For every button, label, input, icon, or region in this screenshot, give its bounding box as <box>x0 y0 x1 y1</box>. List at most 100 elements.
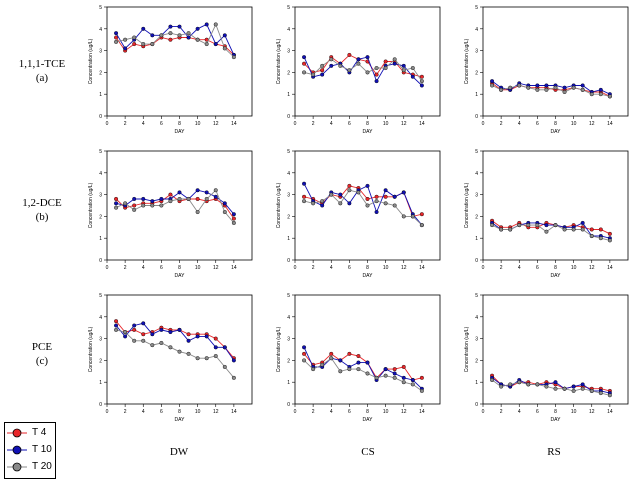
x-tick-label: 0 <box>482 265 485 271</box>
legend-item-t10: T 10 <box>5 442 55 458</box>
x-tick-label: 0 <box>294 121 297 127</box>
data-point-t4 <box>374 72 379 77</box>
data-point-t20 <box>150 203 155 208</box>
data-point-t20 <box>356 61 361 66</box>
y-tick-label: 0 <box>287 114 290 120</box>
data-point-t10 <box>195 188 200 193</box>
row-label-pce: PCE (c) <box>0 340 84 368</box>
data-point-t4 <box>347 183 352 188</box>
data-point-t10 <box>213 345 218 350</box>
data-point-t20 <box>544 384 549 389</box>
data-point-t20 <box>168 345 173 350</box>
data-point-t4 <box>383 59 388 64</box>
x-tick-label: 12 <box>589 409 595 415</box>
data-point-t20 <box>580 386 585 391</box>
x-tick-label: 4 <box>142 409 145 415</box>
legend-label-t10: T 10 <box>32 444 52 455</box>
x-tick-label: 0 <box>106 265 109 271</box>
y-tick-label: 3 <box>99 193 102 199</box>
x-tick-label: 4 <box>330 265 333 271</box>
data-point-t20 <box>186 196 191 201</box>
x-tick-label: 2 <box>500 265 503 271</box>
data-point-t10 <box>132 196 137 201</box>
data-point-t20 <box>526 382 531 387</box>
data-point-t20 <box>114 205 119 210</box>
x-tick-label: 8 <box>366 265 369 271</box>
x-tick-label: 14 <box>607 265 613 271</box>
data-point-t10 <box>365 360 370 365</box>
data-point-t10 <box>338 358 343 363</box>
data-point-t20 <box>141 203 146 208</box>
x-tick-label: 4 <box>518 409 521 415</box>
data-point-t4 <box>302 351 307 356</box>
data-point-t20 <box>114 39 119 44</box>
data-point-t20 <box>374 375 379 380</box>
x-tick-label: 6 <box>536 121 539 127</box>
data-point-t20 <box>123 201 128 206</box>
row-label-dce-tag: (b) <box>35 211 49 223</box>
x-axis-label: DAY <box>363 417 374 423</box>
y-tick-label: 4 <box>287 27 290 33</box>
x-tick-label: 4 <box>142 121 145 127</box>
legend-label-t20: T 20 <box>32 461 52 472</box>
y-tick-label: 0 <box>287 258 290 264</box>
row-label-pce-name: PCE <box>31 341 53 353</box>
x-tick-label: 6 <box>536 265 539 271</box>
y-tick-label: 3 <box>287 337 290 343</box>
y-tick-label: 4 <box>99 315 102 321</box>
x-tick-label: 0 <box>106 409 109 415</box>
data-point-t20 <box>311 367 316 372</box>
y-tick-label: 0 <box>99 258 102 264</box>
data-point-t4 <box>329 351 334 356</box>
data-point-t20 <box>392 203 397 208</box>
y-tick-label: 0 <box>99 114 102 120</box>
data-point-t20 <box>553 85 558 90</box>
legend-item-t20: T 20 <box>5 459 55 475</box>
data-point-t4 <box>114 319 119 324</box>
data-point-t10 <box>302 345 307 350</box>
data-point-t20 <box>419 79 424 84</box>
data-point-t10 <box>177 327 182 332</box>
data-point-t10 <box>141 321 146 326</box>
data-point-t20 <box>213 22 218 27</box>
data-point-t20 <box>607 94 612 99</box>
data-point-t4 <box>607 231 612 236</box>
x-tick-label: 14 <box>231 121 237 127</box>
data-point-t20 <box>141 42 146 47</box>
y-tick-label: 5 <box>475 149 478 155</box>
data-point-t20 <box>544 87 549 92</box>
data-point-t4 <box>114 35 119 40</box>
data-point-t10 <box>580 83 585 88</box>
data-point-t10 <box>159 196 164 201</box>
data-point-t20 <box>562 227 567 232</box>
x-tick-label: 4 <box>330 409 333 415</box>
series-line-t20 <box>303 189 423 226</box>
data-point-t10 <box>114 201 119 206</box>
y-axis-label: Concentration (ug/L) <box>464 326 470 372</box>
data-point-t20 <box>598 236 603 241</box>
y-tick-label: 2 <box>287 214 290 220</box>
data-point-t10 <box>374 79 379 84</box>
data-point-t10 <box>177 190 182 195</box>
data-point-t10 <box>213 42 218 47</box>
data-point-t20 <box>383 373 388 378</box>
data-point-t20 <box>517 223 522 228</box>
x-tick-label: 8 <box>366 409 369 415</box>
data-point-t4 <box>195 196 200 201</box>
data-point-t20 <box>204 356 209 361</box>
data-point-t10 <box>195 334 200 339</box>
x-tick-label: 10 <box>571 409 577 415</box>
data-point-t20 <box>392 57 397 62</box>
data-point-t20 <box>329 192 334 197</box>
data-point-t10 <box>401 375 406 380</box>
x-tick-label: 6 <box>536 409 539 415</box>
x-tick-label: 12 <box>589 265 595 271</box>
data-point-t10 <box>347 201 352 206</box>
x-tick-label: 14 <box>607 409 613 415</box>
data-point-t10 <box>329 63 334 68</box>
y-tick-label: 1 <box>287 236 290 242</box>
y-tick-label: 1 <box>475 236 478 242</box>
x-axis-label: DAY <box>363 273 374 279</box>
